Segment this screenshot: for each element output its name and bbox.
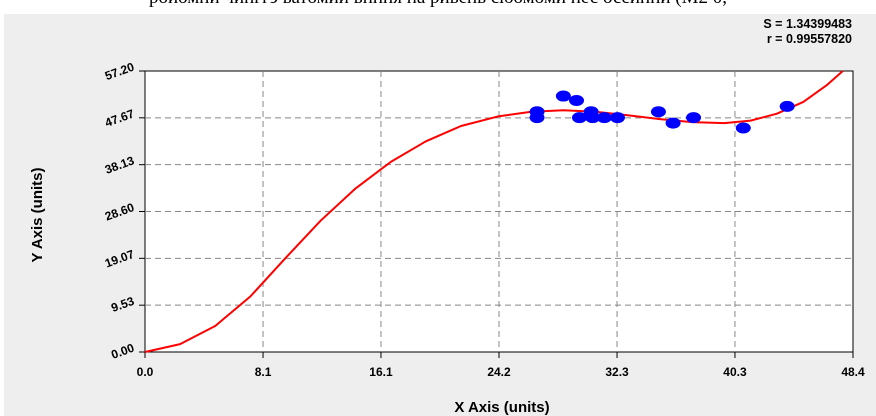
y-tick-label: 9.53 (109, 294, 136, 315)
x-tick-label: 8.1 (255, 365, 272, 379)
x-tick-label: 40.3 (723, 365, 747, 379)
data-point (686, 112, 702, 124)
data-point (650, 106, 666, 118)
data-point (571, 112, 587, 124)
y-tick-label: 38.13 (103, 153, 136, 177)
data-point (665, 117, 681, 129)
x-tick-label: 16.1 (369, 365, 393, 379)
y-tick-label: 47.67 (103, 106, 136, 130)
data-point (569, 94, 585, 106)
x-tick-label: 32.3 (605, 365, 629, 379)
y-tick-label: 19.07 (103, 247, 136, 271)
data-point (555, 90, 571, 102)
tick-layer: 0.0 8.1 16.1 24.2 32.3 40.3 48.4 0.00 9.53 19.07 2… (103, 60, 865, 379)
x-tick-label: 0.0 (137, 365, 154, 379)
point-layer (529, 90, 795, 134)
y-tick-label: 0.00 (109, 341, 136, 362)
caption-text: ройомни чинггэ ватомии вппня на ривенв с… (0, 0, 876, 9)
chart-svg: 0.0 8.1 16.1 24.2 32.3 40.3 48.4 0.00 9.53 19.07 2… (29, 17, 865, 416)
data-point (779, 100, 795, 112)
y-axis-title: Y Axis (units) (29, 167, 46, 262)
data-point (585, 112, 601, 124)
grid-layer (145, 71, 853, 352)
x-axis-title: X Axis (units) (454, 399, 549, 416)
data-point (529, 112, 545, 124)
y-tick-label: 57.20 (103, 60, 136, 84)
data-point (596, 112, 612, 124)
chart-panel: 0.0 8.1 16.1 24.2 32.3 40.3 48.4 0.00 9.53 19.07 2… (4, 14, 876, 416)
stat-s-label: S = 1.34399483 (763, 17, 852, 31)
x-tick-label: 48.4 (841, 365, 865, 379)
y-tick-label: 28.60 (103, 200, 136, 224)
stat-r-label: r = 0.99557820 (767, 32, 852, 46)
data-point (609, 112, 625, 124)
x-tick-label: 24.2 (487, 365, 511, 379)
data-point (735, 122, 751, 134)
